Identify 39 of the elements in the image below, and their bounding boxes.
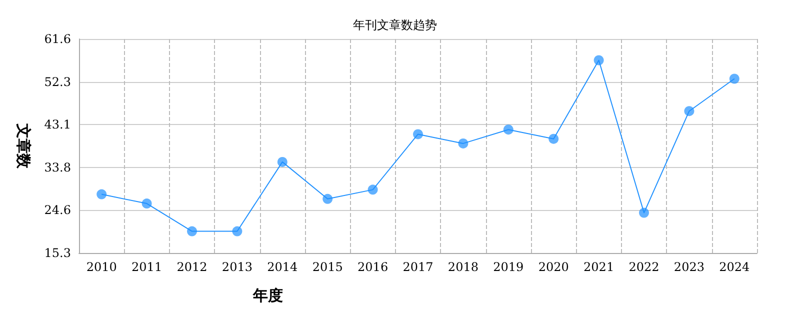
x-tick-label: 2018 [448, 260, 478, 274]
x-tick-label: 2019 [493, 260, 524, 274]
point [594, 55, 604, 66]
x-tick-label: 2023 [674, 260, 704, 274]
y-tick-label: 61.6 [44, 32, 71, 46]
point [96, 189, 107, 200]
point [277, 156, 288, 167]
x-axis-title: 年度 [252, 286, 283, 304]
x-tick-label: 2011 [132, 260, 162, 274]
y-tick-label: 33.8 [44, 160, 71, 174]
y-tick-label: 43.1 [44, 118, 71, 132]
point [413, 129, 423, 140]
x-tick-label: 2015 [312, 260, 343, 274]
point [684, 106, 694, 116]
x-tick-label: 2010 [86, 260, 117, 274]
point [368, 184, 378, 195]
y-axis-title: 文章数 [14, 122, 32, 170]
x-tick-label: 2024 [719, 260, 750, 274]
x-tick-label: 2013 [222, 260, 252, 274]
point [458, 138, 468, 148]
x-tick-label: 2016 [358, 260, 388, 274]
point [503, 124, 514, 135]
point [142, 198, 152, 209]
y-tick-label: 24.6 [44, 203, 71, 218]
point [548, 134, 559, 144]
x-tick-label: 2017 [402, 260, 434, 274]
point [232, 226, 242, 236]
x-tick-label: 2014 [267, 260, 298, 274]
point [729, 74, 740, 84]
x-tick-label: 2021 [584, 260, 614, 274]
y-tick-label: 15.3 [44, 246, 71, 260]
x-tick-label: 2012 [176, 260, 208, 274]
x-tick-label: 2020 [538, 260, 569, 274]
y-tick-label: 52.3 [44, 74, 71, 89]
x-tick-label: 2022 [628, 260, 660, 274]
point [639, 208, 649, 218]
chart-title: 年刊文章数趋势 [353, 18, 437, 32]
point [187, 226, 197, 236]
point [322, 194, 333, 204]
